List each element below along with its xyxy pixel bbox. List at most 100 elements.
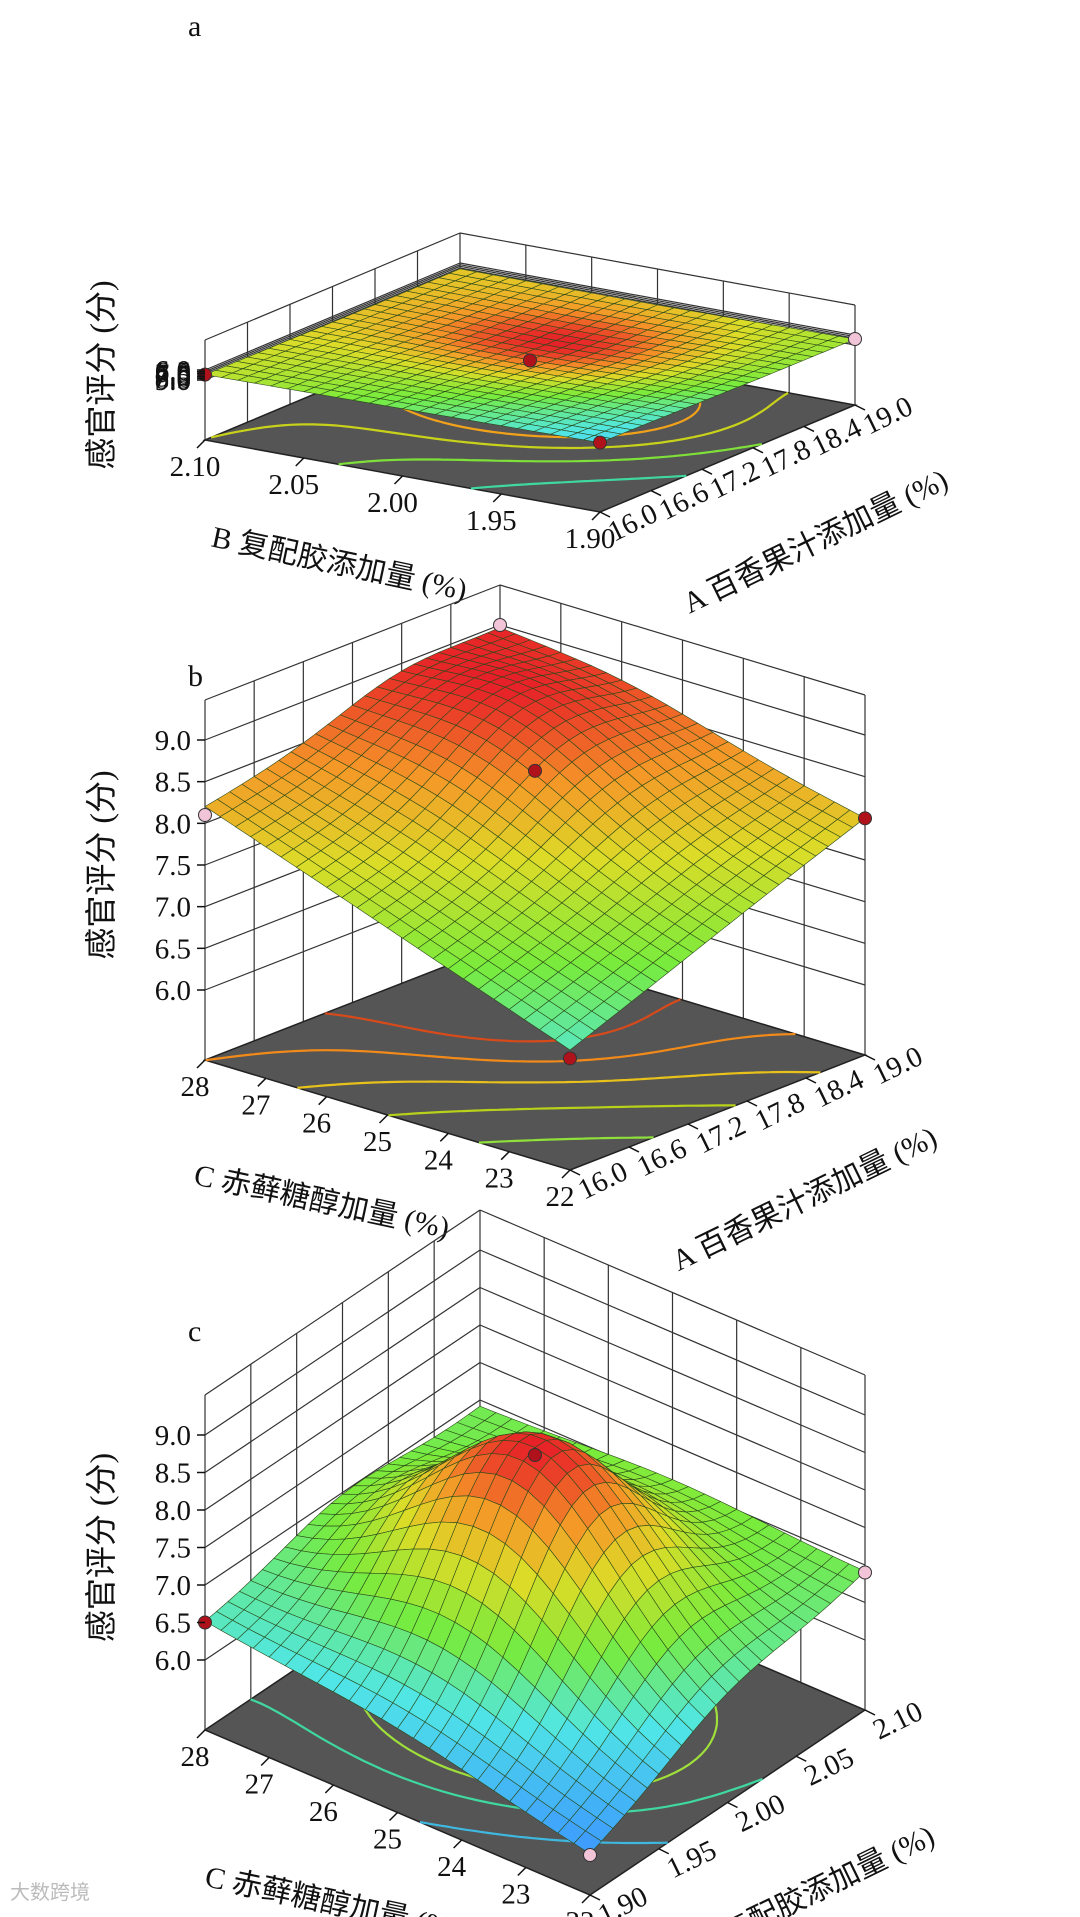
x-tick-mark (599, 511, 611, 518)
response-surface (204, 1405, 866, 1855)
z-tick-label: 8.5 (155, 767, 191, 799)
response-surface (203, 268, 857, 444)
z-tick-label: 6.0 (155, 355, 191, 387)
surface-patch (573, 1830, 602, 1855)
y-tick-label: 26 (302, 1108, 331, 1140)
x-tick-mark (864, 1054, 876, 1061)
y-tick-mark (196, 1059, 206, 1069)
z-tick-label: 6.0 (155, 1645, 191, 1677)
y-tick-mark (492, 493, 502, 503)
design-point (563, 1051, 577, 1066)
contour-line (324, 998, 681, 1043)
contour-line (388, 1104, 736, 1117)
x-tick-label: 2.10 (868, 1695, 928, 1746)
design-point (523, 353, 537, 368)
z-tick-label: 9.0 (155, 365, 191, 397)
x-tick-mark (727, 1801, 738, 1809)
y-tick-mark (318, 1096, 328, 1106)
z-axis-title: 感官评分 (分) (83, 280, 119, 469)
floor-contours (205, 998, 821, 1144)
y-tick-label: 2.05 (268, 469, 319, 501)
panel-label: a (188, 10, 201, 43)
y-tick-mark (257, 1077, 267, 1087)
design-point (528, 1448, 542, 1462)
z-tick-label: 6.5 (155, 357, 191, 389)
y-tick-mark (324, 1784, 334, 1794)
x-tick-label: 19.0 (858, 390, 918, 441)
design-point (198, 808, 212, 822)
x-tick-mark (746, 1100, 758, 1107)
y-tick-label: 24 (424, 1144, 454, 1176)
x-tick-mark (701, 468, 713, 475)
x-tick-mark (650, 489, 662, 497)
y-tick-label: 27 (241, 1089, 270, 1121)
x-tick-label: 2.05 (799, 1742, 859, 1793)
contour-line (297, 1070, 821, 1089)
response-surface (204, 627, 866, 1051)
x-axis-title: B 复配胶添加量 (%) (692, 1819, 940, 1917)
design-point (858, 1565, 872, 1580)
y-tick-mark (591, 511, 601, 521)
y-tick-mark (260, 1756, 270, 1767)
contour-line (338, 443, 763, 466)
y-tick-mark (378, 1114, 389, 1124)
y-axis-title: C 赤藓糖醇加量 (%) (191, 1159, 452, 1245)
design-point (493, 618, 507, 632)
x-tick-mark (805, 1077, 817, 1084)
surface-patch (554, 1029, 583, 1051)
y-tick-mark (581, 1894, 591, 1904)
x-tick-mark (864, 1709, 876, 1716)
y-tick-mark (393, 475, 404, 485)
y-tick-label: 28 (181, 1741, 210, 1773)
z-tick-label: 6.5 (155, 933, 191, 965)
y-tick-mark (453, 1839, 463, 1849)
contour-line (205, 1032, 796, 1063)
contour-line (210, 391, 789, 450)
z-tick-label: 9.0 (155, 725, 191, 757)
y-tick-label: 25 (363, 1126, 392, 1158)
y-tick-label: 2.10 (170, 451, 221, 483)
x-tick-label: 2.00 (731, 1788, 791, 1839)
z-tick-label: 8.0 (155, 362, 191, 394)
x-tick-mark (658, 1848, 670, 1855)
y-tick-label: 22 (546, 1181, 575, 1213)
contour-line (478, 1136, 654, 1144)
z-tick-label: 7.0 (155, 892, 191, 924)
z-tick-label: 6.0 (155, 975, 191, 1007)
x-tick-mark (752, 447, 764, 454)
z-tick-label: 7.0 (155, 1570, 191, 1602)
y-tick-label: 25 (373, 1824, 402, 1856)
z-tick-label: 9.0 (155, 1420, 191, 1452)
z-tick-label: 7.5 (155, 1533, 191, 1565)
z-axis-title: 感官评分 (分) (83, 770, 119, 959)
panel-label: b (188, 660, 203, 693)
y-tick-label: 27 (245, 1769, 274, 1801)
z-tick-label: 7.0 (155, 358, 191, 390)
y-tick-mark (517, 1866, 527, 1877)
y-tick-label: 1.95 (466, 505, 517, 537)
x-tick-mark (854, 404, 866, 411)
z-tick-label: 8.0 (155, 1495, 191, 1527)
y-tick-mark (295, 457, 305, 467)
y-tick-mark (196, 439, 206, 449)
z-axis-title: 感官评分 (分) (83, 1453, 119, 1642)
design-point (858, 811, 872, 826)
z-tick-label: 8.5 (155, 1458, 191, 1490)
design-point (593, 435, 607, 450)
watermark: 大数跨境 (10, 1880, 90, 1904)
y-tick-mark (388, 1811, 399, 1822)
y-tick-label: 1.90 (565, 523, 616, 555)
y-tick-label: 23 (501, 1879, 530, 1911)
x-tick-mark (589, 1894, 601, 1901)
y-tick-mark (561, 1169, 571, 1179)
y-axis-title: B 复配胶添加量 (%) (209, 521, 470, 607)
contour-line (470, 474, 687, 490)
x-tick-mark (628, 1146, 640, 1153)
design-point (848, 332, 862, 346)
y-tick-mark (196, 1729, 206, 1739)
